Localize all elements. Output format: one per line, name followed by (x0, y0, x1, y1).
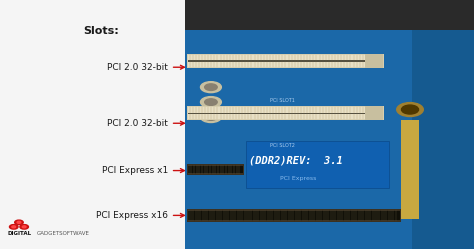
Text: GADGETSOFTWAVE: GADGETSOFTWAVE (36, 231, 90, 236)
Bar (188, 113, 383, 114)
Bar (187, 209, 401, 222)
Bar (188, 55, 383, 61)
Bar (188, 114, 383, 119)
Bar (185, 30, 474, 249)
Circle shape (201, 112, 221, 123)
Bar (412, 30, 474, 249)
Circle shape (205, 84, 217, 90)
Bar (188, 166, 243, 173)
Text: PCI 2.0 32-bit: PCI 2.0 32-bit (108, 119, 168, 128)
Bar (188, 211, 400, 220)
Bar (185, 0, 474, 30)
Text: (DDR2)REV:  3.1: (DDR2)REV: 3.1 (249, 156, 343, 166)
Circle shape (12, 226, 16, 228)
Circle shape (205, 114, 217, 120)
Text: PCI SLOT1: PCI SLOT1 (270, 98, 294, 103)
Circle shape (9, 225, 18, 229)
Text: PCI Express x16: PCI Express x16 (96, 211, 168, 220)
Text: PCI 2.0 32-bit: PCI 2.0 32-bit (108, 63, 168, 72)
Circle shape (397, 103, 423, 117)
Bar (188, 107, 383, 113)
Circle shape (205, 99, 217, 105)
Circle shape (17, 221, 21, 223)
Circle shape (20, 225, 28, 229)
Text: Slots:: Slots: (83, 26, 118, 36)
Bar (187, 54, 384, 68)
Bar (246, 141, 389, 188)
Circle shape (15, 220, 23, 225)
Bar (187, 106, 384, 120)
Bar (188, 60, 383, 62)
Circle shape (401, 105, 419, 114)
Circle shape (22, 226, 26, 228)
Bar (401, 120, 419, 219)
Bar (188, 62, 383, 67)
Bar (187, 164, 244, 175)
Text: DIGITAL: DIGITAL (7, 231, 31, 236)
Text: PCI SLOT2: PCI SLOT2 (270, 143, 294, 148)
Circle shape (201, 82, 221, 93)
Bar (365, 54, 383, 68)
Text: PCI Express x1: PCI Express x1 (102, 166, 168, 175)
Text: PCI Express: PCI Express (281, 176, 317, 181)
Circle shape (201, 97, 221, 108)
Bar (365, 106, 383, 120)
